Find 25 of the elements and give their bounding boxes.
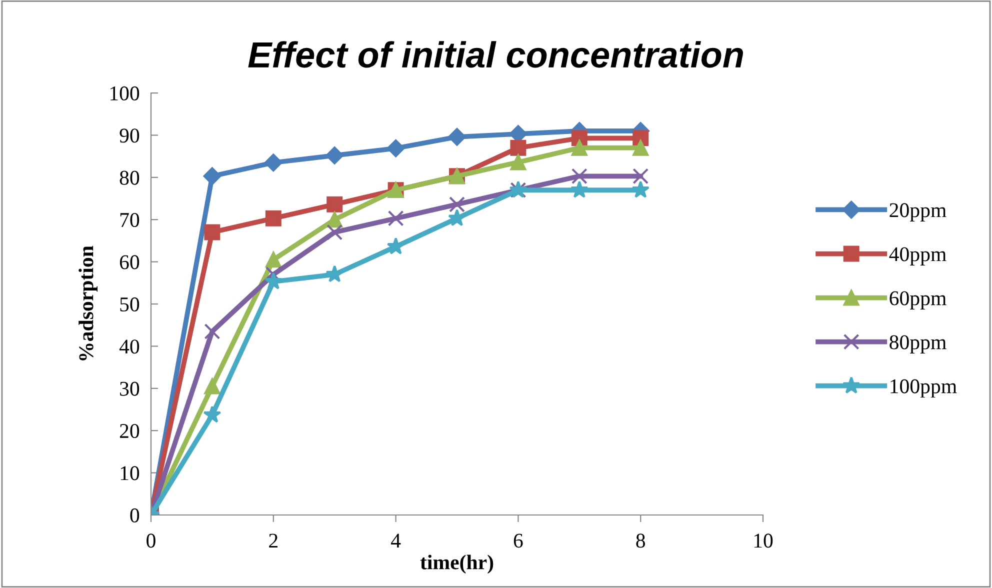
y-tick-label: 50	[120, 297, 140, 312]
x-axis-title: time(hr)	[420, 554, 494, 574]
y-tick-label: 0	[130, 508, 140, 522]
legend-label: 60ppm	[890, 291, 946, 310]
x-tick-label: 6	[514, 534, 523, 548]
chart-title: Effect of initial concentration	[248, 41, 743, 68]
y-tick-label: 40	[119, 340, 140, 354]
y-tick-label: 70	[120, 212, 140, 228]
x-tick-label: 10	[754, 534, 773, 548]
legend-label: 40ppm	[889, 247, 946, 266]
x-tick-label: 4	[391, 534, 401, 548]
y-tick-label: 80	[120, 170, 140, 185]
y-tick-label: 100	[110, 86, 140, 100]
x-tick-label: 8	[636, 534, 646, 548]
y-tick-label: 90	[120, 128, 140, 143]
x-tick-label: 0	[146, 534, 156, 548]
y-tick-label: 30	[120, 382, 140, 396]
y-axis-title: %adsorption	[78, 246, 98, 360]
legend-label: 20ppm	[890, 203, 946, 222]
y-tick-label: 20	[120, 424, 140, 438]
legend-label: 80ppm	[890, 335, 946, 354]
x-tick-label: 2	[269, 534, 278, 548]
y-tick-label: 60	[120, 255, 140, 270]
y-tick-label: 10	[120, 466, 140, 480]
legend-label: 100ppm	[890, 379, 957, 398]
